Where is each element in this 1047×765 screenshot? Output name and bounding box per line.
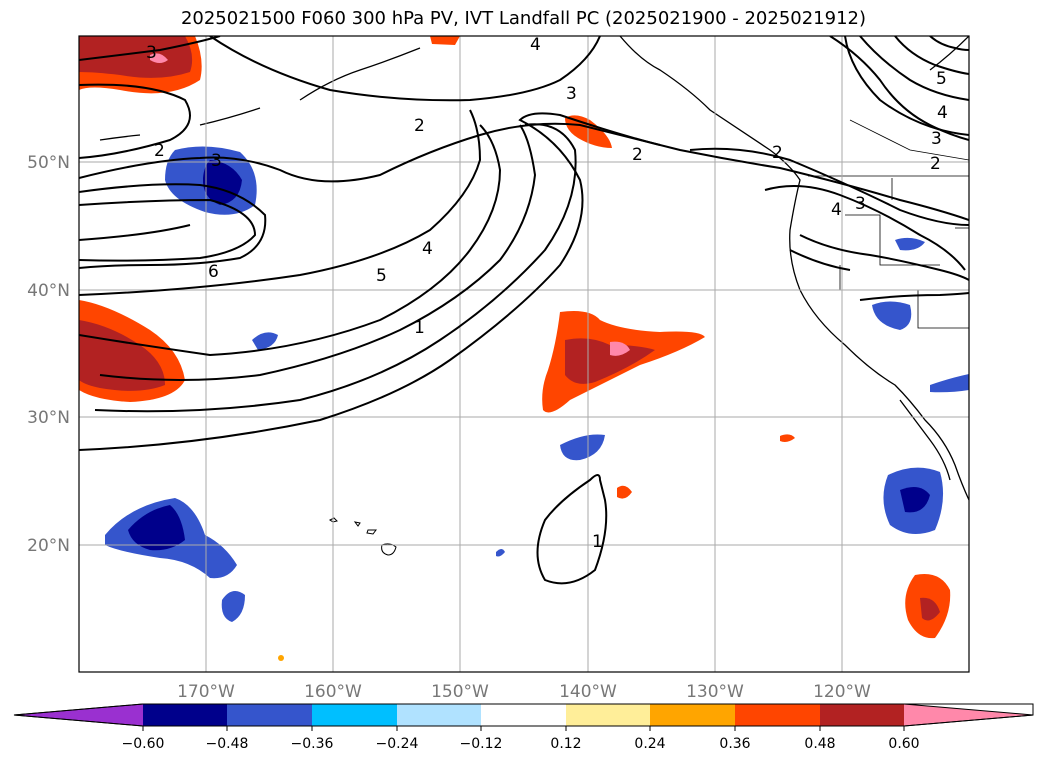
- map-area: 3 4 2 3 2 5 4 2 3 2 3 3 4 6 5 4 1 2 1: [79, 35, 969, 672]
- lat-label: 50°N: [27, 153, 70, 173]
- contour-label: 2: [772, 143, 783, 163]
- lat-label: 40°N: [27, 281, 70, 301]
- lon-label: 150°W: [431, 682, 489, 702]
- contour-label: 4: [530, 35, 541, 55]
- lat-label: 30°N: [27, 408, 70, 428]
- contour-label: 2: [632, 145, 643, 165]
- colorbar-segment: [820, 704, 904, 726]
- colorbar-tick: 0.60: [888, 736, 919, 752]
- colorbar-tick: −0.60: [122, 736, 165, 752]
- lon-label: 120°W: [813, 682, 871, 702]
- contour-labels: 3 4 2 3 2 5 4 2 3 2 3 3 4 6 5 4 1 2 1: [146, 35, 948, 552]
- colorbar-tick: −0.24: [376, 736, 419, 752]
- negative-anomaly-east: [872, 237, 969, 534]
- negative-anomaly-central: [496, 434, 605, 557]
- contour-label: 5: [936, 69, 947, 89]
- positive-anomaly-gulf-of-alaska: [430, 36, 460, 45]
- lon-label: 130°W: [686, 682, 744, 702]
- colorbar-segment: [143, 704, 227, 726]
- lon-label: 160°W: [304, 682, 362, 702]
- contour-label: 3: [211, 151, 222, 171]
- colorbar-tick: 0.12: [550, 736, 581, 752]
- positive-anomaly-nw: [79, 36, 202, 94]
- colorbar-segment: [397, 704, 481, 726]
- contour-label: 5: [376, 266, 387, 286]
- colorbar-tick: 0.36: [719, 736, 750, 752]
- colorbar-segment: [227, 704, 312, 726]
- positive-anomaly-west: [79, 300, 185, 402]
- contour-label: 1: [414, 318, 425, 338]
- positive-anomaly-central: [542, 311, 705, 413]
- contour-label: 4: [831, 200, 842, 220]
- contour-label: 3: [931, 129, 942, 149]
- contour-label: 2: [930, 154, 941, 174]
- colorbar: −0.60 −0.48 −0.36 −0.24 −0.12 0.12 0.24 …: [13, 703, 1034, 752]
- colorbar-segment: [312, 704, 397, 726]
- contour-label: 6: [208, 262, 219, 282]
- lon-label: 170°W: [177, 682, 235, 702]
- colorbar-segment: [481, 704, 566, 726]
- colorbar-min-extend: [14, 704, 143, 726]
- colorbar-segment: [735, 704, 820, 726]
- colorbar-tick: −0.48: [206, 736, 249, 752]
- contour-label: 4: [422, 239, 433, 259]
- pv-contours: [79, 36, 969, 585]
- lon-axis-labels: 170°W 160°W 150°W 140°W 130°W 120°W: [177, 682, 871, 702]
- positive-anomaly-south-small: [278, 434, 795, 661]
- contour-label: 2: [154, 141, 165, 161]
- contour-label: 1: [592, 532, 603, 552]
- coastlines: [99, 36, 969, 501]
- hawaii-islands: [329, 517, 397, 556]
- colorbar-tick: 0.24: [634, 736, 665, 752]
- contour-label: 4: [937, 103, 948, 123]
- lat-axis-labels: 50°N 40°N 30°N 20°N: [27, 153, 70, 556]
- positive-anomaly-se: [905, 574, 951, 639]
- colorbar-tick: −0.36: [291, 736, 334, 752]
- map-frame: [78, 35, 970, 673]
- lon-label: 140°W: [559, 682, 617, 702]
- contour-label: 2: [414, 116, 425, 136]
- negative-anomaly-sw: [105, 332, 278, 622]
- lat-label: 20°N: [27, 536, 70, 556]
- colorbar-tick: −0.12: [460, 736, 503, 752]
- colorbar-segment: [566, 704, 650, 726]
- contour-label: 3: [566, 84, 577, 104]
- contour-label: 3: [146, 43, 157, 63]
- map-title: 2025021500 F060 300 hPa PV, IVT Landfall…: [180, 8, 867, 29]
- colorbar-max-extend: [904, 704, 1033, 726]
- colorbar-tick: 0.48: [804, 736, 835, 752]
- colorbar-segment: [650, 704, 735, 726]
- contour-label: 3: [855, 194, 866, 214]
